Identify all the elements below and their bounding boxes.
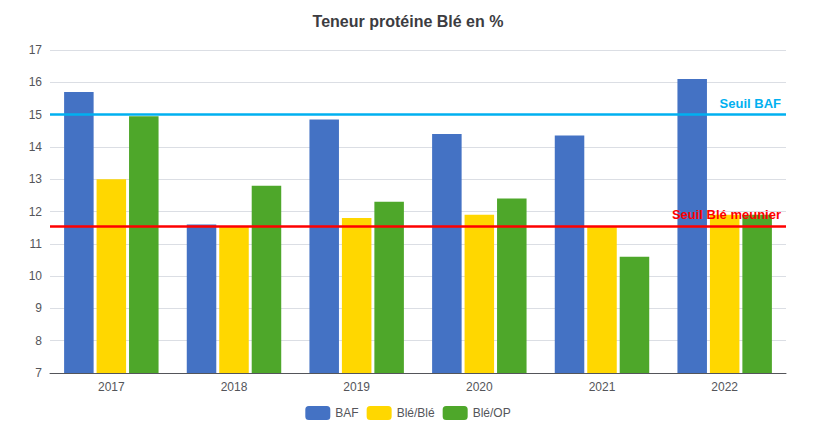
svg-text:15: 15 bbox=[29, 108, 43, 122]
svg-text:10: 10 bbox=[29, 269, 43, 283]
svg-text:8: 8 bbox=[35, 334, 42, 348]
svg-text:2019: 2019 bbox=[343, 380, 370, 394]
svg-text:11: 11 bbox=[30, 237, 43, 251]
svg-text:17: 17 bbox=[29, 43, 43, 57]
svg-text:13: 13 bbox=[29, 172, 43, 186]
svg-text:BAF: BAF bbox=[335, 406, 358, 420]
svg-text:12: 12 bbox=[29, 205, 43, 219]
svg-text:2021: 2021 bbox=[589, 380, 616, 394]
svg-text:Blé/Blé: Blé/Blé bbox=[397, 406, 435, 420]
svg-text:14: 14 bbox=[29, 140, 43, 154]
svg-text:Blé/OP: Blé/OP bbox=[473, 406, 511, 420]
svg-text:Seuil Blé meunier: Seuil Blé meunier bbox=[672, 207, 781, 222]
svg-text:2020: 2020 bbox=[466, 380, 493, 394]
svg-text:2022: 2022 bbox=[711, 380, 738, 394]
svg-text:2018: 2018 bbox=[221, 380, 248, 394]
svg-text:9: 9 bbox=[35, 301, 42, 315]
svg-text:7: 7 bbox=[35, 366, 42, 380]
svg-text:2017: 2017 bbox=[98, 380, 125, 394]
svg-text:Teneur protéine Blé en %: Teneur protéine Blé en % bbox=[313, 13, 504, 30]
svg-text:Seuil BAF: Seuil BAF bbox=[720, 96, 781, 111]
svg-text:16: 16 bbox=[29, 75, 43, 89]
